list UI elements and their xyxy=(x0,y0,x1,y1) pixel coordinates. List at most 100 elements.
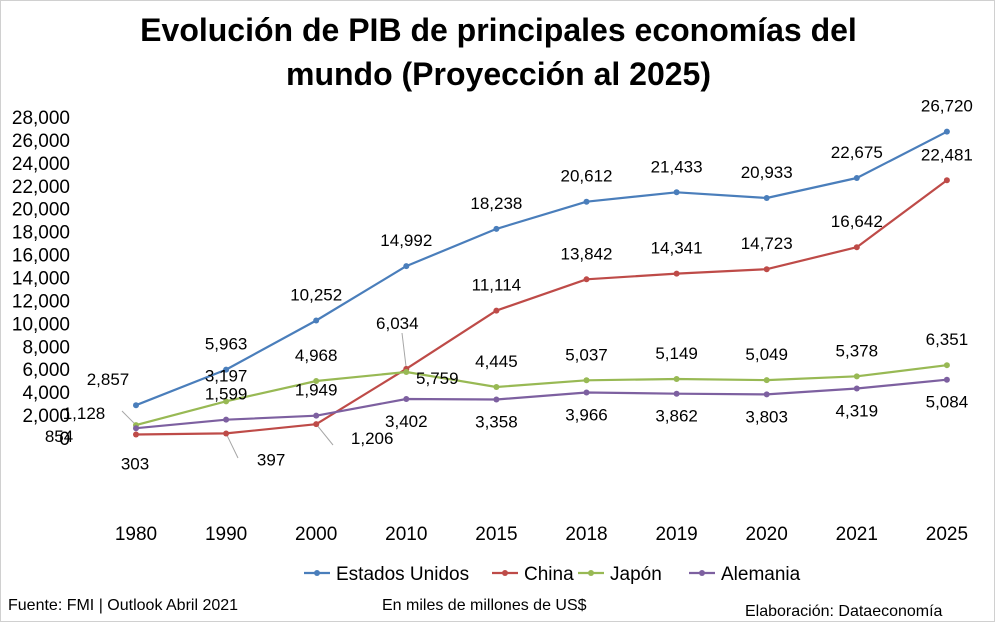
credit-note: Elaboración: Dataeconomía xyxy=(745,603,943,620)
data-label: 18,238 xyxy=(470,194,522,213)
data-point-china xyxy=(133,431,139,438)
data-label: 5,378 xyxy=(836,341,879,360)
data-point-japon xyxy=(583,377,590,384)
data-point-china xyxy=(943,177,950,184)
data-label: 6,351 xyxy=(926,330,969,349)
data-label: 5,149 xyxy=(655,344,698,363)
data-label: 14,723 xyxy=(741,234,793,253)
data-point-china xyxy=(313,421,320,428)
data-point-estados-unidos xyxy=(133,402,139,409)
data-label: 3,862 xyxy=(655,407,698,426)
data-point-japon xyxy=(493,384,500,391)
y-tick-label: 26,000 xyxy=(12,131,70,152)
data-label: 22,675 xyxy=(831,143,883,162)
series-line-alemania xyxy=(135,378,948,430)
data-label: 3,803 xyxy=(745,407,788,426)
data-point-japon xyxy=(403,368,410,375)
data-point-estados-unidos xyxy=(583,198,590,205)
y-tick-label: 24,000 xyxy=(12,154,70,175)
data-point-alemania xyxy=(133,425,139,432)
data-point-japon xyxy=(763,377,770,384)
data-label: 3,197 xyxy=(205,366,248,385)
y-tick-label: 8,000 xyxy=(22,337,70,358)
data-label: 2,857 xyxy=(87,370,130,389)
data-label: 854 xyxy=(45,427,73,446)
legend-swatch-point xyxy=(588,570,594,576)
label-leader-line xyxy=(121,410,137,426)
y-tick-label: 2,000 xyxy=(22,406,70,427)
x-tick-label: 2019 xyxy=(655,524,697,545)
chart-title: Evolución de PIB de principales economía… xyxy=(0,8,997,96)
label-leader-line xyxy=(315,423,334,446)
data-label: 5,084 xyxy=(926,393,969,412)
y-tick-label: 16,000 xyxy=(12,246,70,267)
x-tick-label: 2000 xyxy=(295,524,337,545)
data-point-china xyxy=(673,270,680,277)
x-tick-label: 2018 xyxy=(565,524,607,545)
y-tick-label: 12,000 xyxy=(12,291,70,312)
data-point-estados-unidos xyxy=(673,189,680,196)
data-point-china xyxy=(583,276,590,283)
data-point-estados-unidos xyxy=(763,195,770,202)
data-label: 1,949 xyxy=(295,381,338,400)
legend-label: China xyxy=(524,564,574,585)
data-point-alemania xyxy=(763,391,770,398)
y-tick-label: 14,000 xyxy=(12,269,70,290)
data-point-alemania xyxy=(673,390,680,397)
data-label: 26,720 xyxy=(921,97,973,116)
data-point-alemania xyxy=(403,395,410,402)
data-label: 11,114 xyxy=(472,276,521,295)
data-label: 4,445 xyxy=(475,352,518,371)
data-label: 20,612 xyxy=(561,167,613,186)
legend-swatch-point xyxy=(502,570,508,576)
x-tick-label: 1980 xyxy=(115,524,157,545)
data-point-china xyxy=(853,244,860,251)
data-label: 16,642 xyxy=(831,212,883,231)
data-point-estados-unidos xyxy=(313,317,320,324)
data-point-alemania xyxy=(583,389,590,396)
x-tick-label: 2010 xyxy=(385,524,427,545)
data-label: 4,319 xyxy=(836,401,879,420)
y-tick-label: 4,000 xyxy=(22,383,70,404)
data-point-estados-unidos xyxy=(943,128,950,135)
data-label: 5,963 xyxy=(205,335,248,354)
series-line-china xyxy=(135,179,948,436)
data-point-estados-unidos xyxy=(223,366,230,373)
data-label: 397 xyxy=(257,450,285,469)
chart-title-line-2: mundo (Proyección al 2025) xyxy=(285,56,711,92)
x-tick-label: 2020 xyxy=(746,524,788,545)
y-tick-label: 28,000 xyxy=(12,108,70,129)
data-label: 3,358 xyxy=(475,413,518,432)
data-label: 4,968 xyxy=(295,346,338,365)
label-leader-line xyxy=(225,433,239,459)
legend-label: Estados Unidos xyxy=(336,564,469,585)
data-label: 5,049 xyxy=(745,345,788,364)
data-point-alemania xyxy=(313,412,320,419)
legend-swatch-point xyxy=(314,570,320,576)
data-point-china xyxy=(493,307,500,314)
data-point-estados-unidos xyxy=(403,263,410,270)
data-label: 1,599 xyxy=(205,385,248,404)
data-point-alemania xyxy=(853,385,860,392)
data-label: 5,037 xyxy=(565,345,608,364)
source-note: Fuente: FMI | Outlook Abril 2021 xyxy=(8,597,239,614)
data-point-japon xyxy=(223,398,230,405)
data-point-japon xyxy=(853,373,860,380)
data-label: 10,252 xyxy=(290,285,342,304)
chart-title-line-1: Evolución de PIB de principales economía… xyxy=(140,12,857,48)
series-line-japon xyxy=(135,364,948,427)
data-label: 1,206 xyxy=(351,429,394,448)
data-point-japon xyxy=(673,375,680,382)
y-tick-label: 6,000 xyxy=(22,360,70,381)
data-label: 303 xyxy=(121,455,149,474)
x-tick-label: 1990 xyxy=(205,524,247,545)
x-tick-label: 2021 xyxy=(836,524,878,545)
y-tick-label: 20,000 xyxy=(12,200,70,221)
data-label: 6,034 xyxy=(376,314,419,333)
data-point-alemania xyxy=(493,396,500,403)
data-point-alemania xyxy=(943,376,950,383)
data-point-estados-unidos xyxy=(853,175,860,182)
units-note: En miles de millones de US$ xyxy=(382,597,587,614)
y-tick-label: 10,000 xyxy=(12,314,70,335)
